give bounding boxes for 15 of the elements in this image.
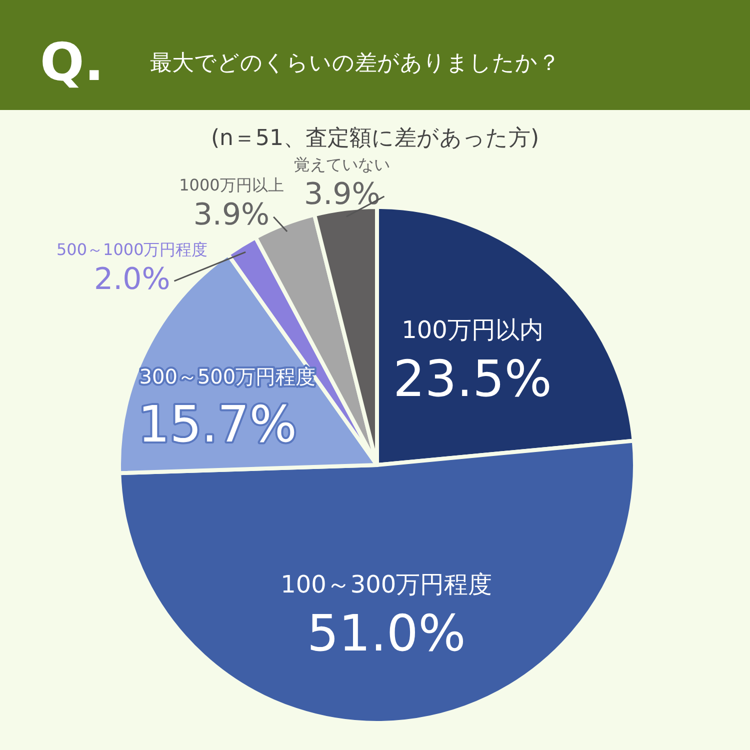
chart-title: 最大でどのくらいの差がありましたか？: [150, 51, 560, 76]
slice-label: 1000万円以上: [179, 176, 284, 195]
slice-label: 300～500万円程度: [139, 364, 316, 388]
slice-label: 500～1000万円程度: [56, 240, 208, 259]
data-label: 3.9%: [304, 177, 380, 212]
data-label: 51.0%: [306, 604, 466, 662]
data-label: 3.9%: [193, 198, 270, 233]
data-label: 2.0%: [94, 262, 170, 297]
slice-label: 覚えていない: [294, 155, 390, 174]
data-label: 23.5%: [393, 350, 552, 408]
slice-label: 100万円以内: [402, 316, 544, 344]
chart-subtitle: (n＝51、査定額に差があった方): [210, 126, 540, 151]
text: Q.: [40, 33, 104, 93]
data-label: 15.7%: [138, 395, 297, 454]
slice-label: 100～300万円程度: [280, 570, 492, 598]
